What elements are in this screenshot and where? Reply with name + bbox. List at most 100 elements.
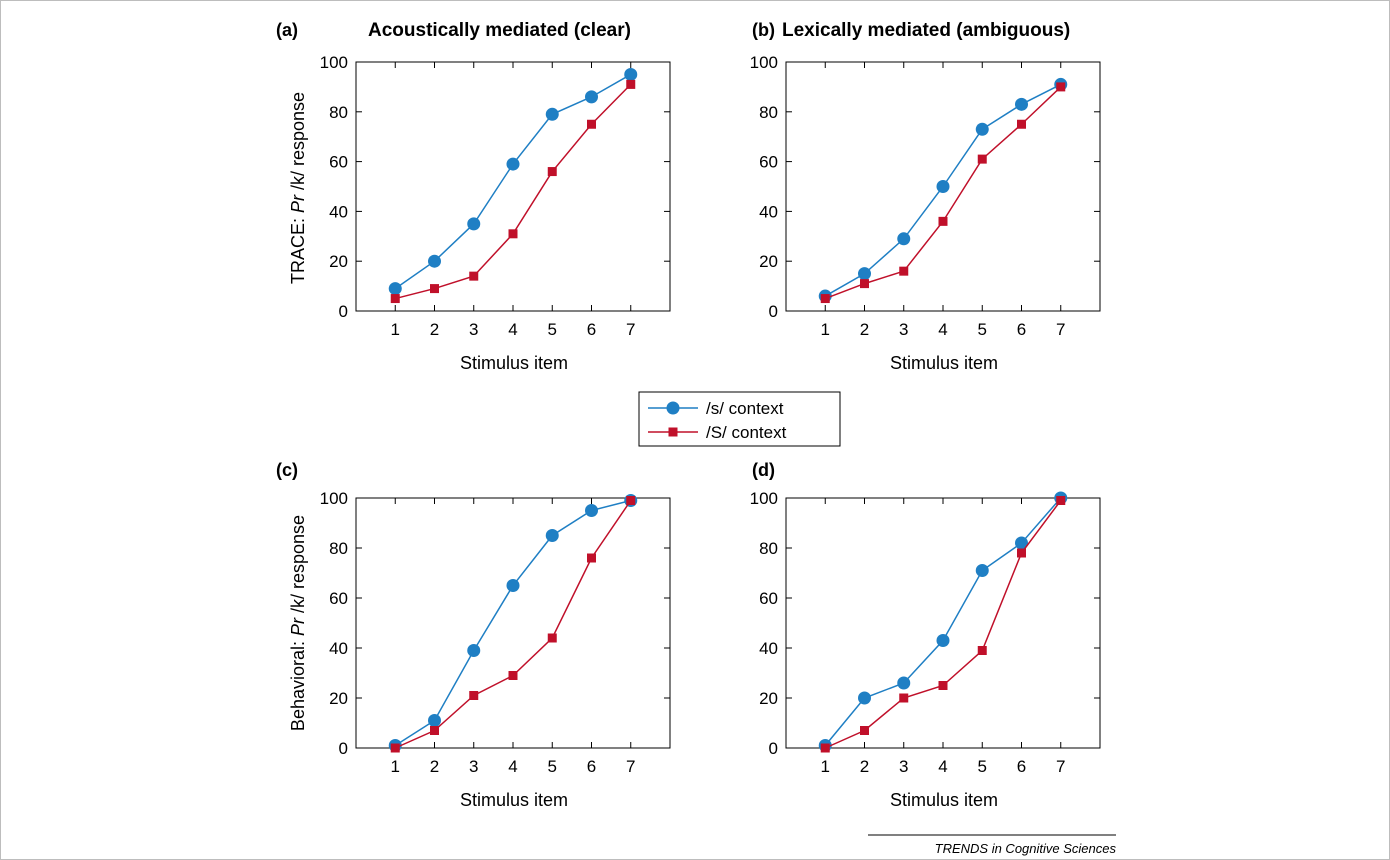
panel-c-axes-box — [355, 497, 671, 749]
panel-a-point-s-context — [506, 157, 520, 171]
panel-c-xtick-label: 4 — [508, 757, 517, 776]
panel-a-point-s-context — [585, 90, 598, 104]
panel-b-ytick-label: 60 — [759, 153, 778, 172]
panel-a-xtick-label: 5 — [548, 320, 557, 339]
panel-a-point-s-context — [428, 254, 441, 268]
panel-a-point-S-context — [587, 119, 596, 129]
panel-c-xtick-label: 7 — [626, 757, 635, 776]
panel-a-xtick-label: 1 — [391, 320, 400, 339]
panel-d-xtick-label: 5 — [978, 757, 987, 776]
panel-c-x-axis-label: Stimulus item — [460, 790, 568, 810]
panel-a-axes-box — [355, 61, 671, 312]
panel-a: (a) Acoustically mediated (clear) 0 20 40 60 8… — [276, 20, 671, 373]
panel-a-ytick-label: 20 — [329, 252, 348, 271]
panel-d-point-s-context — [897, 676, 911, 690]
y-axis-label-top: TRACE: Pr /k/ response — [288, 92, 308, 284]
panel-d-axes-box — [785, 497, 1101, 749]
panel-d-xtick-label: 1 — [821, 757, 830, 776]
panel-d-xtick-label: 2 — [860, 757, 869, 776]
panel-d-point-s-context — [975, 564, 989, 577]
panel-c-point-s-context — [585, 504, 598, 517]
panel-c-point-S-context — [508, 671, 518, 680]
panel-d-xtick-label: 6 — [1017, 757, 1026, 776]
panel-b-point-S-context — [820, 294, 830, 304]
panel-b: (b) Lexically mediated (ambiguous) 0 20 40 60… — [750, 20, 1101, 373]
panel-c-point-s-context — [506, 579, 520, 592]
panel-d-xtick-label: 4 — [938, 757, 947, 776]
panel-c-ytick-label: 20 — [329, 689, 348, 708]
panel-a-ytick-label: 100 — [320, 53, 348, 72]
panel-d: (d) 0 20 40 60 80 100 1 2 3 4 5 6 7 Stimulus item — [750, 460, 1101, 810]
legend: /s/ context /S/ context — [638, 391, 841, 447]
panel-d-point-S-context — [860, 726, 869, 735]
panel-d-ytick-label: 40 — [759, 639, 778, 658]
panel-d-xtick-label: 7 — [1056, 757, 1065, 776]
panel-a-point-S-context — [626, 79, 636, 89]
panel-d-ytick-label: 20 — [759, 689, 778, 708]
panel-d-point-S-context — [1056, 496, 1066, 505]
panel-b-point-s-context — [858, 267, 871, 281]
panel-b-ytick-label: 40 — [759, 202, 778, 221]
panel-a-point-S-context — [508, 229, 518, 239]
panel-b-xtick-label: 5 — [978, 320, 987, 339]
panel-a-xtick-label: 6 — [587, 320, 596, 339]
panel-c-point-S-context — [626, 496, 636, 505]
panel-b-letter: (b) — [752, 20, 775, 40]
panel-a-ytick-label: 40 — [329, 202, 348, 221]
panel-c-ytick-label: 100 — [320, 489, 348, 508]
panel-a-title: Acoustically mediated (clear) — [368, 20, 631, 41]
panel-d-point-S-context — [820, 743, 830, 753]
panel-b-ytick-label: 80 — [759, 103, 778, 122]
panel-a-point-S-context — [547, 167, 557, 177]
panel-b-xtick-label: 7 — [1056, 320, 1065, 339]
panel-b-xtick-label: 3 — [899, 320, 908, 339]
panel-d-series-line-s-context — [824, 497, 1062, 746]
legend-box — [638, 391, 841, 447]
y-axis-label-bottom: Behavioral: Pr /k/ response — [288, 515, 308, 731]
panel-c-ytick-label: 0 — [339, 739, 348, 758]
panel-d-ytick-label: 100 — [750, 489, 778, 508]
panel-a-point-s-context — [467, 217, 481, 231]
panel-d-point-s-context — [936, 634, 950, 647]
panel-b-point-S-context — [1017, 119, 1026, 129]
legend-label-s-context: /s/ context — [706, 399, 784, 418]
panel-b-point-S-context — [1056, 82, 1066, 92]
panel-a-series-line-S-context — [395, 83, 632, 300]
panel-c-series-line-s-context — [394, 499, 631, 747]
panel-b-xtick-label: 1 — [821, 320, 830, 339]
panel-c-ytick-label: 40 — [329, 639, 348, 658]
panel-c-letter: (c) — [276, 460, 298, 480]
panel-a-point-s-context — [624, 67, 638, 81]
panel-a-letter: (a) — [276, 20, 298, 40]
panel-a-x-axis-label: Stimulus item — [460, 353, 568, 373]
panel-c-point-s-context — [545, 529, 559, 542]
panel-d-point-s-context — [1015, 536, 1028, 550]
panel-a-point-S-context — [430, 284, 439, 294]
panel-b-ytick-label: 20 — [759, 252, 778, 271]
panel-b-title: Lexically mediated (ambiguous) — [782, 20, 1070, 41]
panel-b-point-s-context — [975, 122, 989, 136]
panel-a-ytick-label: 80 — [329, 103, 348, 122]
panel-a-point-S-context — [390, 294, 400, 304]
panel-c-point-s-context — [467, 644, 481, 657]
panel-d-point-S-context — [938, 681, 948, 690]
panel-b-xtick-label: 2 — [860, 320, 869, 339]
panel-d-ytick-label: 60 — [759, 589, 778, 608]
panel-b-point-S-context — [899, 266, 909, 276]
panel-b-xtick-label: 4 — [938, 320, 947, 339]
panel-c-point-S-context — [469, 691, 479, 700]
panel-a-xtick-label: 3 — [469, 320, 478, 339]
panel-d-point-s-context — [858, 691, 871, 705]
panel-b-point-s-context — [1015, 97, 1028, 111]
panel-b-point-s-context — [936, 180, 950, 193]
panel-a-point-s-context — [545, 107, 559, 121]
panel-c-point-s-context — [428, 714, 441, 727]
panel-a-xtick-label: 2 — [430, 320, 439, 339]
panel-c-series-line-S-context — [394, 500, 632, 749]
panel-d-xtick-label: 3 — [899, 757, 908, 776]
panel-a-xtick-label: 4 — [508, 320, 517, 339]
panel-c-ytick-label: 80 — [329, 539, 348, 558]
panel-a-point-S-context — [469, 271, 479, 281]
legend-label-S-context: /S/ context — [706, 423, 787, 442]
